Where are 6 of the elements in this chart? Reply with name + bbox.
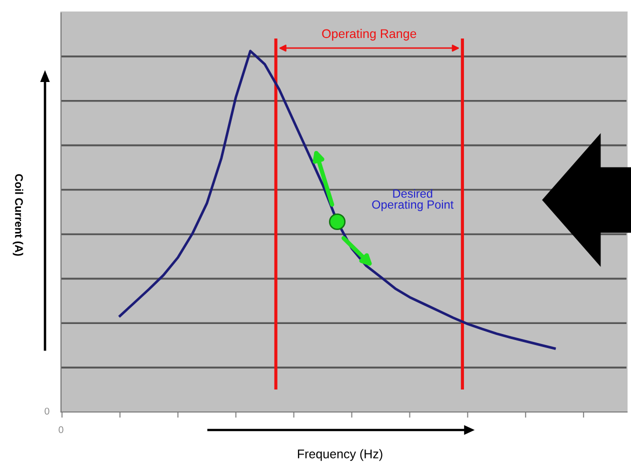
text: 0 <box>58 426 64 434</box>
text: Operating Range <box>322 28 416 41</box>
annotation: Desired Operating Point <box>372 189 454 212</box>
text: 0 <box>44 408 50 415</box>
text: Coil Current (A) <box>12 174 24 256</box>
x-axis-title: Frequency (Hz) <box>298 449 382 461</box>
